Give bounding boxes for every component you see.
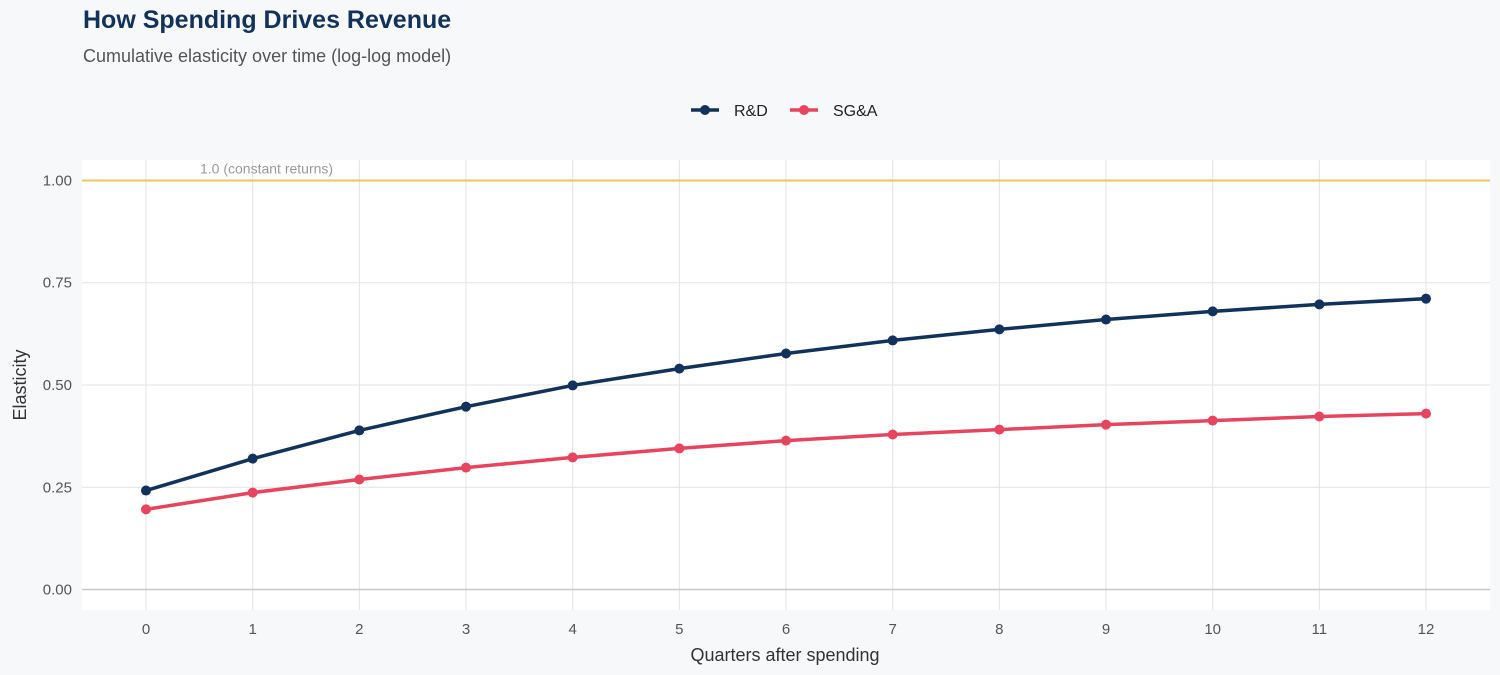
data-point-SG&A <box>674 443 685 454</box>
legend-label: SG&A <box>833 103 878 120</box>
data-point-R&D <box>461 401 471 412</box>
data-point-SG&A <box>461 462 471 473</box>
chart-title: How Spending Drives Revenue <box>83 6 452 34</box>
y-tick-label: 1.00 <box>43 172 72 189</box>
data-point-R&D <box>887 335 898 346</box>
data-point-R&D <box>1207 306 1218 317</box>
data-point-R&D <box>1421 293 1431 304</box>
x-axis-label: Quarters after spending <box>690 645 879 665</box>
x-tick-label: 9 <box>1102 621 1110 638</box>
data-point-R&D <box>567 380 578 391</box>
x-tick-label: 5 <box>675 621 683 638</box>
y-tick-label: 0.25 <box>43 479 72 496</box>
data-point-SG&A <box>1101 419 1111 430</box>
reference-line-label: 1.0 (constant returns) <box>200 160 333 176</box>
data-point-R&D <box>994 324 1005 335</box>
data-point-SG&A <box>887 429 898 440</box>
y-tick-label: 0.50 <box>43 377 72 394</box>
data-point-R&D <box>1101 314 1111 325</box>
data-point-SG&A <box>354 474 365 485</box>
chart-subtitle: Cumulative elasticity over time (log-log… <box>83 46 452 66</box>
y-tick-label: 0.75 <box>43 275 72 292</box>
x-tick-label: 11 <box>1312 621 1328 638</box>
x-tick-label: 6 <box>782 621 790 638</box>
x-tick-label: 1 <box>248 621 256 638</box>
legend-label: R&D <box>734 103 768 120</box>
data-point-R&D <box>1314 299 1325 310</box>
data-point-SG&A <box>781 435 791 446</box>
x-tick-label: 12 <box>1418 621 1435 638</box>
data-point-SG&A <box>141 504 151 515</box>
y-tick-label: 0.00 <box>43 582 72 599</box>
data-point-SG&A <box>247 487 258 498</box>
x-tick-label: 2 <box>355 621 363 638</box>
x-tick-label: 7 <box>888 621 896 638</box>
data-point-R&D <box>674 363 685 374</box>
x-tick-label: 3 <box>462 621 470 638</box>
x-tick-label: 8 <box>995 621 1003 638</box>
y-axis-label: Elasticity <box>10 349 30 420</box>
data-point-SG&A <box>1314 411 1325 422</box>
data-point-SG&A <box>994 424 1005 435</box>
data-point-SG&A <box>1421 408 1431 419</box>
legend-key-point <box>700 105 710 115</box>
data-point-R&D <box>354 425 365 436</box>
data-point-SG&A <box>1207 415 1218 426</box>
x-tick-label: 4 <box>568 621 576 638</box>
data-point-R&D <box>247 453 258 464</box>
legend-key-point <box>799 105 809 115</box>
data-point-R&D <box>141 485 151 496</box>
x-tick-label: 0 <box>142 621 150 638</box>
x-tick-label: 10 <box>1204 621 1221 638</box>
data-point-SG&A <box>567 452 578 463</box>
data-point-R&D <box>781 348 791 359</box>
